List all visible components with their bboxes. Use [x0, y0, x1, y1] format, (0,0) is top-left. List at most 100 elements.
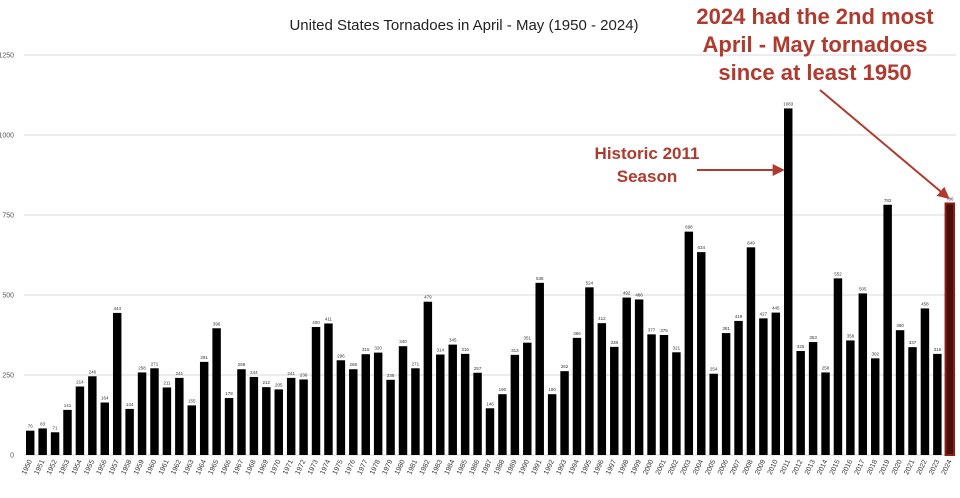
bar	[137, 372, 147, 455]
x-tick-label: 1982	[419, 459, 432, 476]
annotation-text: Historic 2011	[595, 144, 700, 163]
x-tick-label: 1999	[630, 459, 643, 476]
x-tick-label: 1995	[580, 459, 593, 476]
bar	[771, 312, 781, 455]
bar	[38, 428, 47, 455]
bar	[112, 312, 122, 455]
bar	[448, 344, 457, 455]
bar	[659, 335, 669, 455]
bar	[473, 372, 482, 455]
bar	[150, 368, 159, 455]
bar-value-label: 155	[188, 398, 196, 403]
bar	[796, 351, 805, 455]
bar	[311, 327, 321, 455]
bar-value-label: 164	[101, 396, 109, 401]
x-tick-label: 2019	[879, 459, 892, 476]
bar-value-label: 444	[113, 306, 121, 311]
x-tick-label: 1963	[183, 459, 196, 476]
x-tick-label: 1977	[357, 459, 370, 476]
bar-value-label: 345	[449, 338, 457, 343]
x-axis: 1950 1951 1952 1953 1954 1955 1956 1957 1958 1959…	[21, 459, 954, 476]
bar-value-label: 505	[859, 286, 867, 291]
bar-value-label: 340	[399, 339, 407, 344]
bar-value-label: 411	[325, 316, 333, 321]
bar-value-label: 396	[213, 321, 221, 326]
x-tick-label: 1969	[257, 459, 270, 476]
bar-value-label: 302	[871, 351, 879, 356]
bar-value-label: 381	[722, 326, 730, 331]
bar-value-label: 271	[412, 361, 420, 366]
annotation-arrow	[819, 89, 950, 200]
bar-value-label: 486	[635, 292, 643, 297]
bar-value-label: 358	[847, 333, 855, 338]
bar	[286, 377, 296, 455]
bar-value-label: 258	[822, 365, 830, 370]
x-tick-label: 1979	[381, 459, 394, 476]
bar	[411, 368, 420, 455]
x-tick-label: 2023	[928, 459, 941, 476]
x-tick-label: 1984	[444, 459, 457, 476]
bar	[746, 247, 756, 455]
x-tick-label: 1993	[555, 459, 568, 476]
bar-value-label: 146	[486, 401, 494, 406]
bar	[274, 389, 283, 455]
bar	[846, 340, 855, 455]
x-tick-label: 1954	[71, 459, 84, 476]
bar-value-label: 375	[660, 328, 668, 333]
bar-value-label: 419	[735, 314, 743, 319]
bar-value-label: 320	[374, 346, 382, 351]
bar-value-label: 83	[40, 421, 46, 426]
bar-value-labels: 76 83 71 141 214 246 164 444 144 258 271 211 241 155 2…	[28, 101, 954, 430]
x-tick-label: 1958	[121, 459, 134, 476]
bar	[423, 301, 433, 455]
bar	[498, 394, 507, 455]
bar	[50, 432, 60, 455]
bar-value-label: 1083	[783, 101, 794, 106]
bar	[622, 297, 631, 455]
x-tick-label: 1994	[568, 459, 581, 476]
bar-value-label: 246	[89, 369, 97, 374]
x-tick-label: 2001	[655, 459, 668, 476]
x-tick-label: 2011	[779, 459, 792, 476]
bar	[647, 334, 656, 455]
bar-value-label: 271	[151, 361, 159, 366]
x-tick-label: 1985	[456, 459, 469, 476]
x-tick-label: 1972	[294, 459, 307, 476]
x-tick-label: 1960	[145, 459, 158, 476]
bar-value-label: 412	[598, 316, 606, 321]
x-tick-label: 2021	[903, 459, 916, 476]
x-tick-label: 1952	[46, 459, 59, 476]
bar	[944, 202, 956, 456]
bar	[324, 323, 333, 455]
bar	[759, 318, 768, 455]
x-tick-label: 1987	[481, 459, 494, 476]
bar-value-label: 178	[225, 391, 233, 396]
bar-value-label: 400	[312, 320, 320, 325]
x-tick-label: 1976	[344, 459, 357, 476]
bar-value-label: 315	[362, 347, 370, 352]
bar	[734, 320, 743, 455]
x-tick-label: 1970	[270, 459, 283, 476]
bar-value-label: 634	[697, 245, 705, 250]
bar-value-label: 782	[884, 198, 892, 203]
y-tick-label: 500	[2, 293, 14, 300]
bar	[75, 386, 85, 455]
x-tick-label: 2007	[729, 459, 742, 476]
bar	[398, 346, 408, 455]
bar	[349, 369, 358, 455]
x-tick-label: 2018	[866, 459, 879, 476]
annotation-text: 2024 had the 2nd most	[696, 4, 934, 29]
bar-value-label: 353	[809, 335, 817, 340]
bar-value-label: 71	[53, 425, 59, 430]
x-tick-label: 1956	[96, 459, 109, 476]
bar	[237, 369, 246, 455]
x-tick-label: 1971	[282, 459, 295, 476]
y-tick-label: 250	[2, 373, 14, 380]
bar	[373, 352, 383, 455]
bar	[88, 376, 97, 455]
bar	[547, 394, 557, 455]
bar-value-label: 236	[300, 372, 308, 377]
x-tick-label: 1953	[58, 459, 71, 476]
bar	[634, 299, 644, 455]
